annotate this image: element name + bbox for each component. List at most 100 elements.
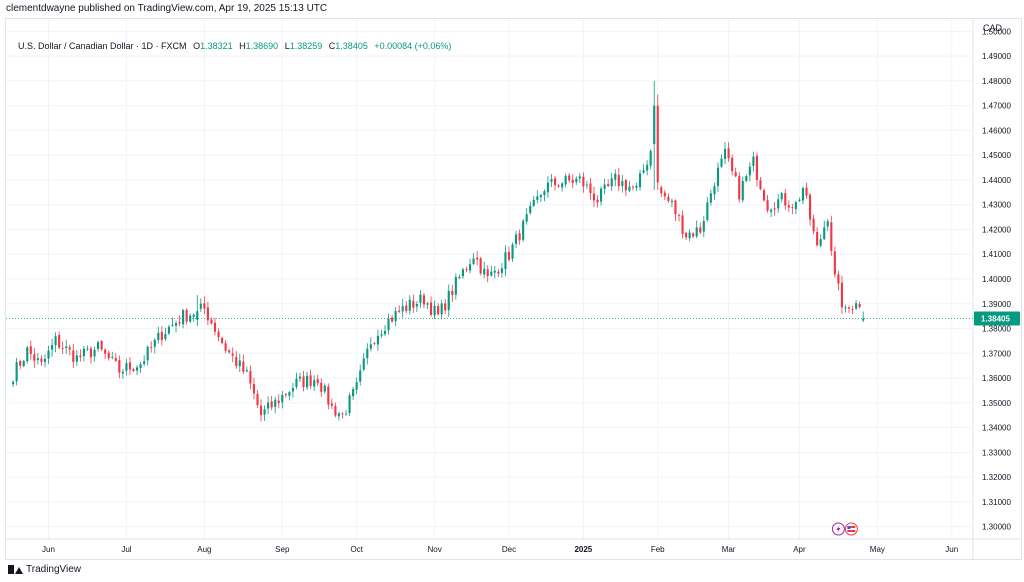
us-flag-event-icon[interactable] (844, 522, 858, 536)
candle[interactable] (607, 179, 610, 187)
candle[interactable] (801, 186, 805, 205)
candle[interactable] (507, 246, 511, 262)
candle[interactable] (631, 185, 635, 191)
candle[interactable] (638, 169, 642, 191)
candle[interactable] (295, 372, 298, 390)
candle[interactable] (415, 301, 418, 313)
candle[interactable] (784, 188, 787, 210)
candle[interactable] (543, 189, 546, 202)
candle[interactable] (660, 185, 663, 197)
candle[interactable] (231, 347, 234, 363)
candle[interactable] (359, 364, 362, 386)
candle[interactable] (465, 266, 468, 273)
candle[interactable] (596, 195, 599, 208)
candle[interactable] (43, 354, 47, 368)
candle[interactable] (515, 230, 518, 248)
candle[interactable] (252, 377, 256, 400)
candle[interactable] (688, 229, 691, 242)
candle[interactable] (855, 299, 858, 311)
candle[interactable] (235, 351, 238, 369)
candle[interactable] (412, 294, 415, 313)
candle[interactable] (770, 208, 773, 218)
candle[interactable] (160, 326, 163, 346)
candle[interactable] (858, 301, 861, 309)
candle[interactable] (812, 214, 815, 235)
candle[interactable] (479, 256, 482, 276)
candle[interactable] (794, 200, 797, 215)
candle[interactable] (497, 269, 500, 278)
candle[interactable] (128, 357, 132, 375)
candle[interactable] (150, 341, 153, 353)
candle[interactable] (224, 340, 227, 354)
candle[interactable] (787, 200, 790, 212)
candle[interactable] (674, 199, 677, 221)
candle[interactable] (79, 349, 82, 362)
candle[interactable] (603, 178, 606, 195)
candle[interactable] (189, 313, 192, 323)
candle[interactable] (323, 383, 326, 394)
candle[interactable] (702, 215, 705, 238)
candle[interactable] (352, 386, 355, 400)
candle[interactable] (738, 172, 741, 203)
candle[interactable] (819, 234, 822, 248)
candle[interactable] (454, 273, 457, 300)
candle[interactable] (529, 201, 532, 215)
candle[interactable] (777, 193, 780, 213)
candle[interactable] (398, 305, 401, 314)
candle[interactable] (89, 346, 93, 364)
candle[interactable] (419, 290, 422, 308)
candle[interactable] (288, 390, 291, 401)
candle[interactable] (132, 367, 135, 373)
candle[interactable] (306, 371, 309, 390)
candle[interactable] (15, 357, 18, 386)
candle[interactable] (734, 167, 737, 178)
candle[interactable] (302, 370, 305, 392)
candle[interactable] (210, 317, 213, 325)
candle[interactable] (670, 198, 673, 207)
candle[interactable] (823, 220, 826, 241)
candle[interactable] (408, 295, 411, 315)
candle[interactable] (394, 306, 397, 326)
candle[interactable] (490, 265, 493, 277)
candle[interactable] (546, 176, 550, 198)
candle[interactable] (422, 292, 426, 309)
chart-frame[interactable]: 1.30000 1.31000 1.32000 1.33000 1.34000 1.350… (5, 18, 1022, 560)
candle[interactable] (522, 219, 525, 242)
candle[interactable] (727, 142, 730, 162)
candle[interactable] (217, 328, 220, 342)
candle[interactable] (550, 174, 553, 188)
candle[interactable] (330, 398, 333, 410)
candle[interactable] (139, 361, 142, 373)
candle[interactable] (242, 354, 245, 374)
candle[interactable] (429, 296, 433, 317)
candle[interactable] (444, 299, 447, 315)
candle[interactable] (97, 340, 100, 352)
candle[interactable] (745, 174, 748, 183)
candle[interactable] (281, 391, 284, 409)
candle[interactable] (58, 331, 61, 350)
candle[interactable] (614, 169, 617, 187)
candle[interactable] (461, 267, 464, 279)
candle[interactable] (646, 160, 649, 176)
candle[interactable] (780, 191, 783, 203)
candle[interactable] (68, 344, 71, 356)
candle[interactable] (525, 208, 528, 225)
candle[interactable] (401, 298, 404, 318)
candle[interactable] (405, 300, 408, 314)
candle[interactable] (553, 175, 557, 191)
candle[interactable] (373, 341, 376, 346)
candle[interactable] (571, 174, 574, 189)
candle[interactable] (663, 190, 666, 201)
candle[interactable] (320, 378, 323, 397)
candles[interactable] (12, 80, 865, 422)
candle[interactable] (681, 210, 684, 239)
candle[interactable] (826, 218, 829, 232)
candle[interactable] (12, 380, 15, 387)
candle[interactable] (274, 396, 277, 414)
candle[interactable] (585, 181, 588, 189)
candle[interactable] (238, 353, 241, 373)
candle[interactable] (808, 193, 812, 226)
candle[interactable] (685, 231, 688, 240)
candle[interactable] (635, 182, 638, 192)
candle[interactable] (511, 242, 514, 262)
